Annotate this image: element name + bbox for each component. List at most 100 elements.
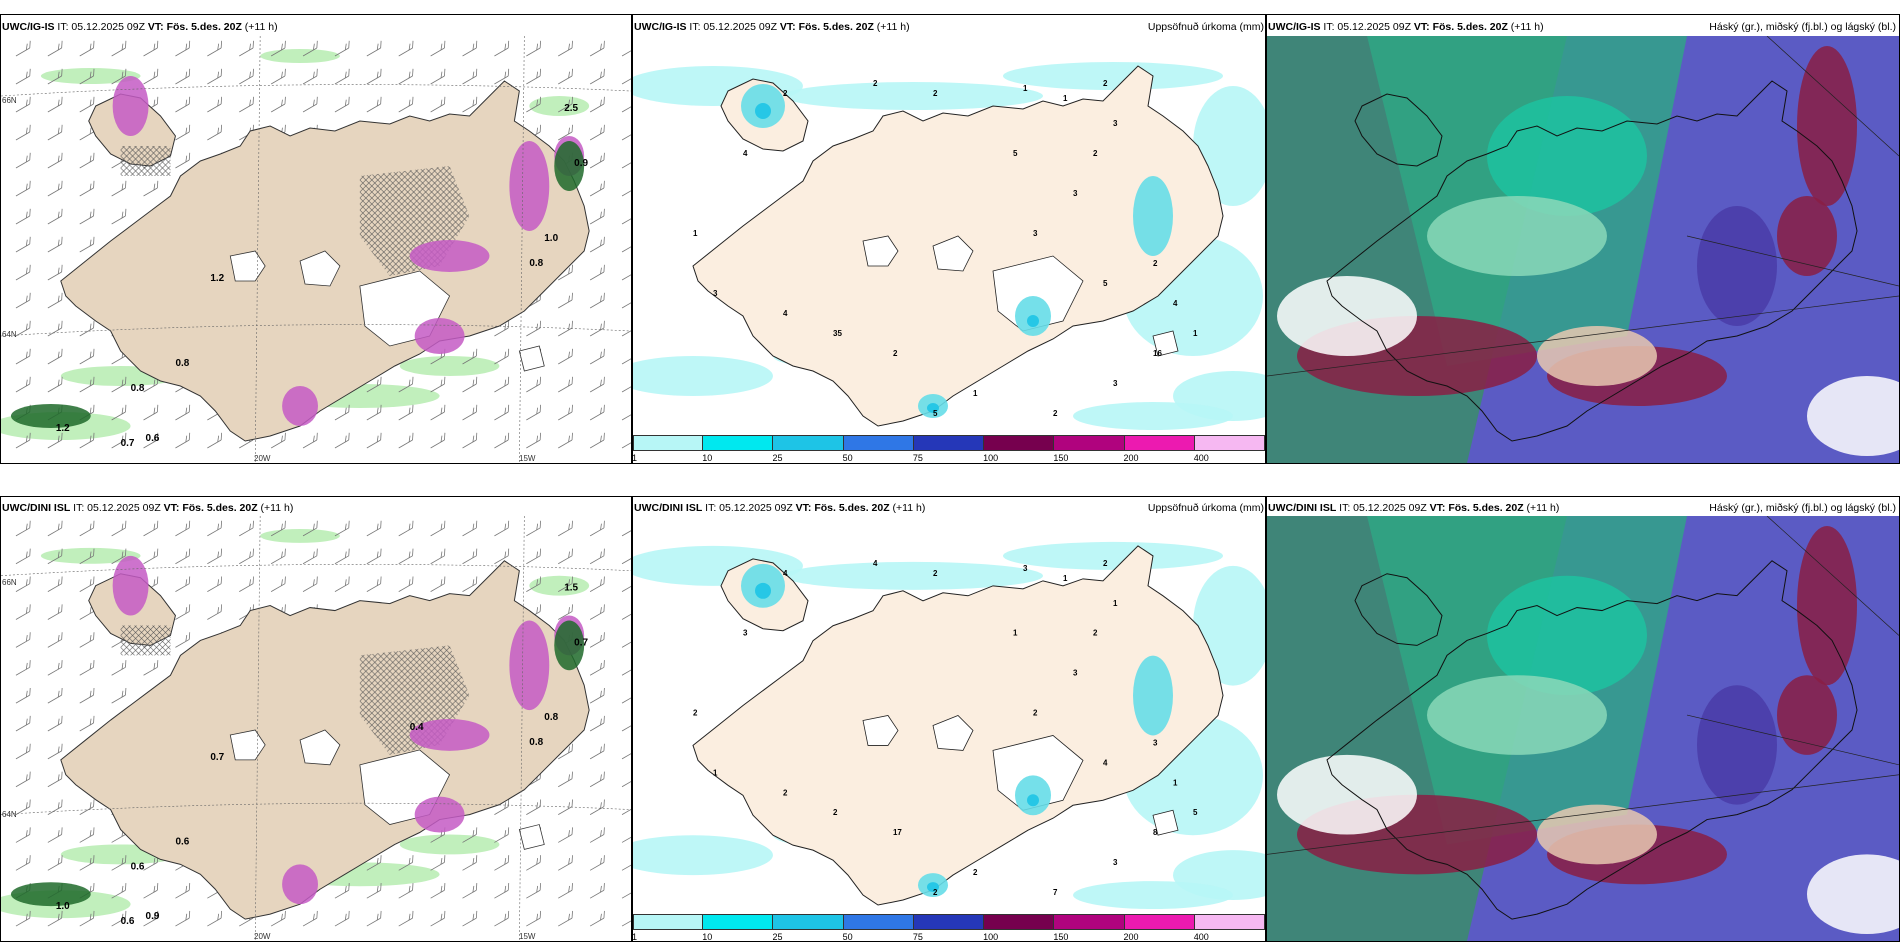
vt-label: VT: Fös. 5.des. 20Z <box>795 502 890 514</box>
wind-barb <box>621 694 631 704</box>
snow-shade <box>414 318 465 354</box>
wind-barb <box>143 883 159 899</box>
wind-value-label: 0.6 <box>131 861 145 872</box>
wind-barb <box>302 548 318 565</box>
snow-shade <box>409 719 490 751</box>
colorbar-segment <box>1054 435 1125 451</box>
heavy-precip-shade <box>10 404 91 428</box>
wind-barb <box>175 124 191 141</box>
wind-barb <box>79 236 95 253</box>
wind-barb <box>589 576 605 592</box>
precip-value-label: 2 <box>1103 79 1108 88</box>
wind-barb <box>366 520 382 537</box>
cloud-map-row2[interactable] <box>1267 516 1899 941</box>
colorbar-segment <box>913 914 985 930</box>
precip-value-label: 3 <box>1113 379 1118 388</box>
wind-barb <box>398 855 414 871</box>
wind-barb <box>366 855 382 871</box>
colorbar-tick-label: 75 <box>912 453 923 463</box>
wind-barb <box>526 376 542 393</box>
precip-header-row1: UWC/IG-IS IT: 05.12.2025 09Z VT: Fös. 5.… <box>634 21 910 34</box>
wind-map-row2[interactable]: 0.6 0.6 1.0 0.6 0.9 0.7 0.8 0.8 1.5 0.7 0.4 <box>1 516 631 941</box>
cloud-header-row1: UWC/IG-IS IT: 05.12.2025 09Z VT: Fös. 5.… <box>1268 21 1544 34</box>
wind-barb <box>111 68 127 85</box>
vt-label: VT: Fös. 5.des. 20Z <box>779 21 874 33</box>
wind-barb <box>270 520 286 537</box>
colorbar-tick-label: 25 <box>772 932 783 942</box>
precip-value-label: 2 <box>833 808 838 817</box>
wind-barb <box>494 40 510 57</box>
wind-barb <box>47 348 63 365</box>
wind-barb <box>239 548 254 565</box>
precip-value-label: 2 <box>893 349 898 358</box>
wind-barb <box>47 799 63 815</box>
cloud-shade <box>1487 96 1647 216</box>
precip-map-row1[interactable]: 2 2 2 1 1 2 3 2 3 3 5 2 4 1 16 3 2 1 5 2 35 4 3 1 4 5 <box>633 36 1265 433</box>
cloud-shade <box>1807 854 1899 935</box>
precip-shade <box>399 834 500 855</box>
wind-barb <box>79 660 95 676</box>
cloud-map-row1[interactable] <box>1267 36 1899 463</box>
precip-value-label: 3 <box>1033 229 1038 238</box>
wind-barb <box>589 404 605 421</box>
wind-barb <box>526 576 542 592</box>
wind-barb <box>175 432 191 449</box>
wind-barb <box>589 799 605 815</box>
wind-barb <box>430 376 446 393</box>
precip-value-label: 1 <box>713 768 718 777</box>
wind-barb <box>111 548 127 565</box>
precip-core <box>1027 794 1039 807</box>
it-label: IT: 05.12.2025 09Z <box>689 21 777 33</box>
snow-shade <box>282 864 318 905</box>
lead-label: (+11 h) <box>1526 502 1560 514</box>
wind-barb <box>207 604 223 620</box>
cloud-shade <box>1427 196 1607 276</box>
wind-barb <box>302 40 318 57</box>
cloud-title-row2: Háský (gr.), miðský (fj.bl.) og lágský (… <box>1709 502 1896 514</box>
heavy-precip-shade <box>554 620 585 671</box>
wind-barb <box>494 883 510 899</box>
wind-barb <box>430 576 446 592</box>
wind-barb <box>462 520 478 537</box>
precip-value-label: 3 <box>743 629 748 638</box>
wind-barb <box>589 520 605 537</box>
wind-barb <box>398 40 414 57</box>
wind-barb <box>302 68 318 85</box>
precip-map-row2[interactable]: 4 4 2 3 1 2 1 2 3 2 4 3 1 5 8 3 7 2 2 17 2 2 1 2 3 1 <box>633 516 1265 912</box>
wind-barb <box>494 520 510 537</box>
wind-barb <box>558 292 573 309</box>
precip-core <box>755 103 771 119</box>
wind-barb <box>239 576 254 592</box>
wind-barb <box>366 548 382 565</box>
wind-barb <box>47 910 63 927</box>
wind-barb <box>47 827 63 843</box>
wind-barb <box>526 96 542 113</box>
colorbar-segment <box>703 914 774 930</box>
wind-barb <box>111 855 127 871</box>
wind-barb <box>621 439 631 449</box>
wind-barb <box>621 583 631 592</box>
wind-map-row1[interactable]: 0.8 0.8 1.2 0.7 0.6 0.9 1.0 0.8 2.5 1.2 <box>1 36 631 463</box>
wind-value-label: 1.5 <box>564 583 578 594</box>
wind-barb <box>462 576 478 592</box>
wind-barb <box>558 124 573 141</box>
wind-value-label: 0.7 <box>210 752 224 763</box>
wind-barb <box>239 40 254 57</box>
wind-barb <box>15 264 31 281</box>
wind-barb <box>589 855 605 871</box>
lat-label-66n-row1: 66N <box>2 96 17 105</box>
wind-barb <box>79 180 95 197</box>
lon-label-20w-row1: 20W <box>254 454 271 463</box>
wind-barb <box>366 883 382 899</box>
wind-barb <box>79 910 95 927</box>
wind-barb <box>589 40 605 57</box>
wind-barb <box>589 660 605 676</box>
precip-value-label: 1 <box>1023 84 1028 93</box>
precip-value-label: 1 <box>1193 329 1198 338</box>
wind-barb <box>207 910 223 927</box>
wind-barb <box>334 404 350 421</box>
cloud-shade <box>1797 525 1857 686</box>
wind-barb <box>175 68 191 85</box>
wind-barb <box>621 862 631 871</box>
precip-shade <box>1003 541 1223 570</box>
